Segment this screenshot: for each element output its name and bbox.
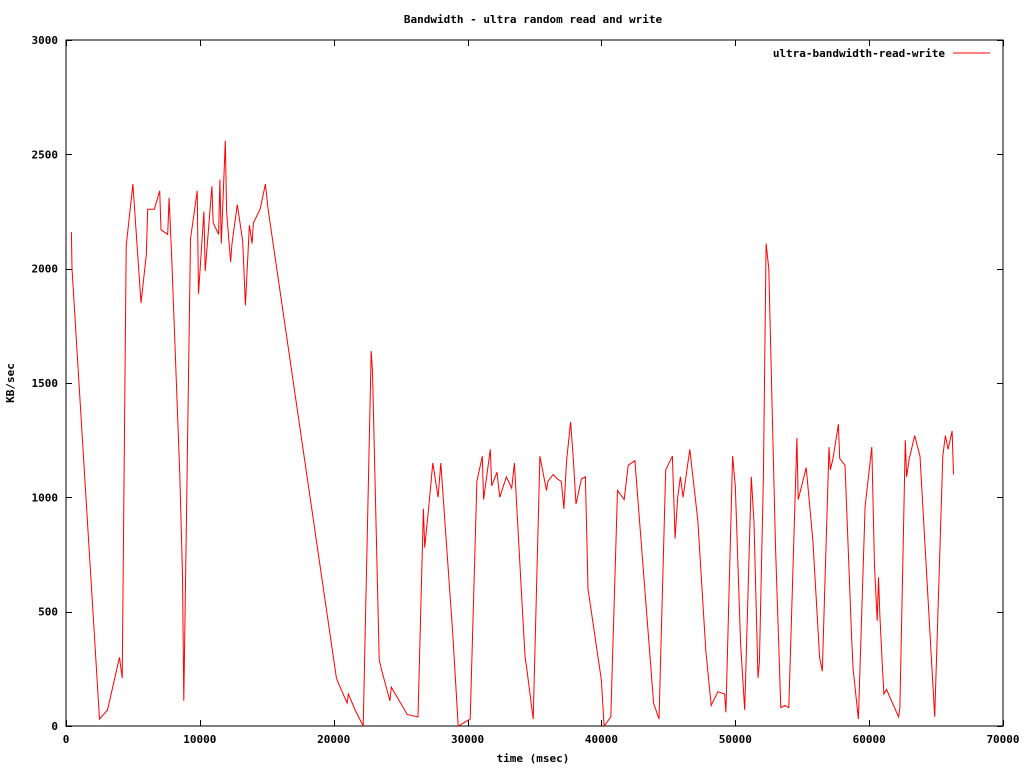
y-tick-label: 1000 (32, 491, 59, 504)
plot-frame (65, 39, 1004, 727)
chart-title: Bandwidth - ultra random read and write (404, 13, 663, 26)
y-axis-label: KB/sec (4, 363, 17, 403)
series-line (70, 140, 954, 728)
x-tick-label: 30000 (451, 733, 484, 746)
y-tick-label: 3000 (32, 34, 59, 47)
data-series (70, 140, 954, 728)
x-axis-label: time (msec) (497, 752, 570, 765)
x-tick-label: 20000 (317, 733, 350, 746)
legend: ultra-bandwidth-read-write (773, 47, 990, 60)
x-tick-label: 60000 (853, 733, 886, 746)
y-tick-label: 2500 (32, 148, 59, 161)
y-tick-label: 0 (51, 720, 58, 733)
legend-label: ultra-bandwidth-read-write (773, 47, 946, 60)
y-tick-label: 2000 (32, 263, 59, 276)
x-tick-label: 10000 (183, 733, 216, 746)
x-tick-label: 50000 (719, 733, 752, 746)
x-tick-label: 40000 (585, 733, 618, 746)
y-tick-label: 500 (38, 606, 58, 619)
y-tick-label: 1500 (32, 377, 59, 390)
axis-ticks: 0 10000 20000 30000 40000 50000 60000 70000 0 500… (32, 34, 1020, 746)
x-tick-label: 70000 (986, 733, 1019, 746)
x-tick-label: 0 (63, 733, 70, 746)
